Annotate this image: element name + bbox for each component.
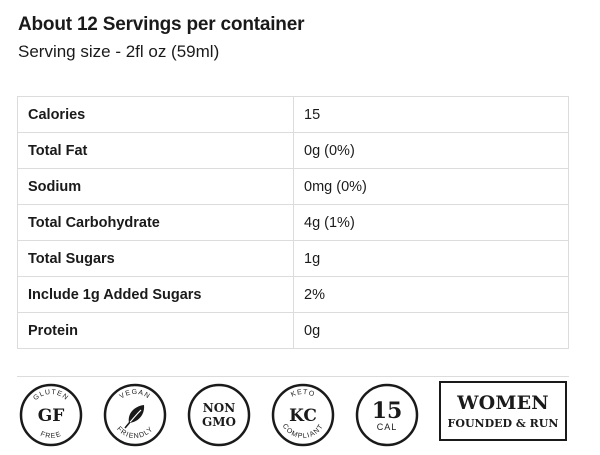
keto-badge: KETO KC COMPLIANT	[271, 383, 335, 447]
table-row: Total Fat 0g (0%)	[17, 132, 569, 169]
nutrient-value: 0mg (0%)	[293, 168, 569, 205]
women-text: WOMEN	[457, 392, 549, 414]
nutrient-label: Calories	[17, 96, 294, 133]
nutrient-label: Include 1g Added Sugars	[17, 276, 294, 313]
nutrient-label: Total Carbohydrate	[17, 204, 294, 241]
svg-text:GLUTEN: GLUTEN	[32, 389, 69, 402]
cal-text: CAL	[377, 422, 398, 432]
gluten-bottom-text: FREE	[39, 431, 61, 440]
nutrient-label: Sodium	[17, 168, 294, 205]
table-row: Include 1g Added Sugars 2%	[17, 276, 569, 313]
calories-badge: 15 CAL	[355, 383, 419, 447]
founded-run-text: FOUNDED & RUN	[447, 417, 559, 430]
serving-size-text: Serving size - 2fl oz (59ml)	[18, 42, 220, 61]
divider	[17, 376, 569, 377]
nutrient-label: Total Fat	[17, 132, 294, 169]
nutrition-table: Calories 15 Total Fat 0g (0%) Sodium 0mg…	[17, 96, 569, 349]
gluten-free-badge: GLUTEN GF FREE	[19, 383, 83, 447]
nutrient-value: 15	[293, 96, 569, 133]
nutrient-label: Protein	[17, 312, 294, 349]
gluten-top-text: GLUTEN	[32, 389, 68, 402]
non-text: NON	[203, 401, 235, 415]
table-row: Total Sugars 1g	[17, 240, 569, 277]
nutrient-label: Total Sugars	[17, 240, 294, 277]
nutrient-value: 1g	[293, 240, 569, 277]
non-gmo-badge: NON GMO	[187, 383, 251, 447]
vegan-top-text: VEGAN	[119, 389, 151, 401]
nutrient-value: 2%	[293, 276, 569, 313]
table-row: Total Carbohydrate 4g (1%)	[17, 204, 569, 241]
svg-text:KETO: KETO	[290, 389, 316, 399]
table-row: Calories 15	[17, 96, 569, 133]
kc-text: KC	[289, 406, 317, 426]
women-founded-badge: WOMEN FOUNDED & RUN	[439, 381, 567, 441]
calories-number: 15	[372, 398, 403, 424]
table-row: Sodium 0mg (0%)	[17, 168, 569, 205]
gf-text: GF	[38, 406, 65, 426]
leaf-icon	[124, 405, 145, 429]
svg-text:VEGAN: VEGAN	[119, 389, 152, 401]
table-row: Protein 0g	[17, 312, 569, 349]
svg-text:FRIENDLY: FRIENDLY	[115, 426, 155, 441]
servings-heading: About 12 Servings per container	[18, 14, 305, 35]
gmo-text: GMO	[202, 415, 236, 429]
vegan-badge: VEGAN FRIENDLY	[103, 383, 167, 447]
vegan-bottom-text: FRIENDLY	[115, 426, 154, 441]
nutrient-value: 4g (1%)	[293, 204, 569, 241]
nutrient-value: 0g (0%)	[293, 132, 569, 169]
nutrient-value: 0g	[293, 312, 569, 349]
keto-top-text: KETO	[290, 389, 315, 399]
svg-text:FREE: FREE	[39, 431, 62, 440]
